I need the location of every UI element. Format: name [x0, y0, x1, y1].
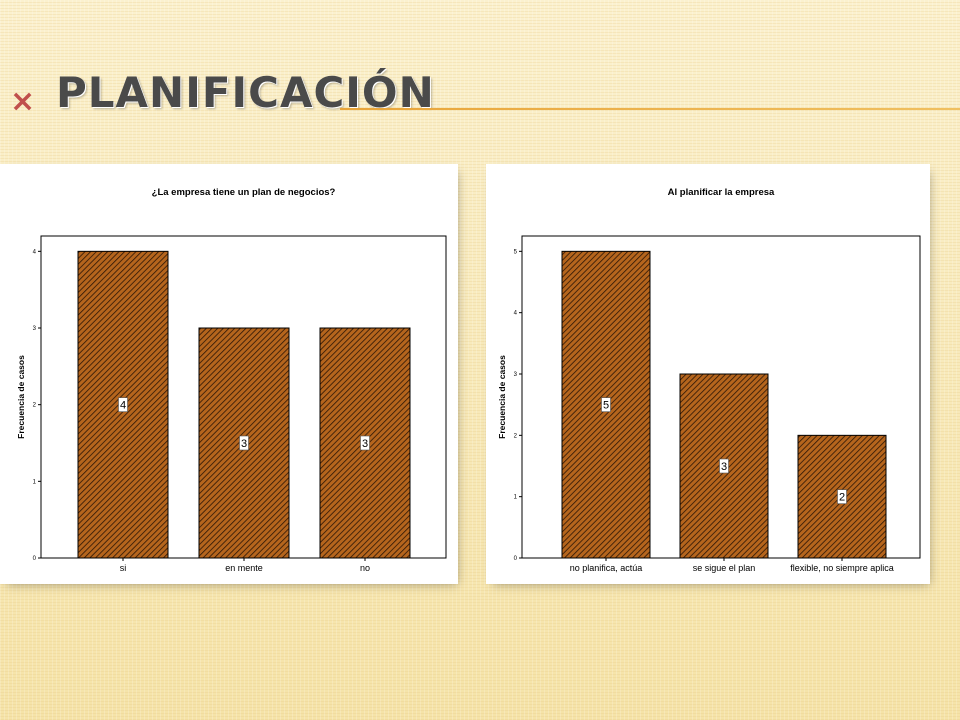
chart0-data-label: 3: [362, 438, 368, 450]
chart-panel-planning: Al planificar la empresa Frecuencia de ca…: [490, 168, 926, 580]
chart0-category-label: si: [120, 563, 127, 573]
chart0-category-label: en mente: [225, 563, 263, 573]
chart1-data-label: 3: [721, 461, 727, 473]
chart1-ytick-label: 4: [514, 311, 518, 317]
chart0-data-label-box: [239, 435, 249, 451]
chart1-category-label: se sigue el plan: [693, 563, 756, 573]
chart1-ytick-label: 3: [514, 372, 518, 378]
chart0-ytick-label: 3: [33, 326, 37, 332]
chart1-category-label: no planifica, actúa: [570, 563, 643, 573]
chart1-data-label-box: [601, 397, 611, 412]
chart1-ytick-label: 5: [514, 249, 518, 255]
chart0-data-label-box: [360, 435, 370, 451]
chart0-data-label: 4: [120, 400, 126, 412]
chart0-title: ¿La empresa tiene un plan de negocios?: [152, 187, 336, 198]
chart1-data-label-box: [837, 489, 847, 504]
chart1-title: Al planificar la empresa: [668, 187, 775, 198]
title-underline: [340, 108, 960, 110]
chart0-data-label-box: [118, 397, 128, 412]
chart1-data-label: 5: [603, 400, 609, 412]
chart1-data-label: 2: [839, 492, 845, 504]
chart1-ytick-label: 1: [514, 495, 518, 501]
chart-planning: Al planificar la empresa Frecuencia de ca…: [497, 187, 921, 573]
chart-panel-business-plan: ¿La empresa tiene un plan de negocios? Fr…: [4, 168, 454, 580]
chart0-data-label: 3: [241, 438, 247, 450]
chart1-data-label-box: [719, 458, 729, 474]
chart0-ytick-label: 1: [33, 479, 37, 485]
chart-business-plan: ¿La empresa tiene un plan de negocios? Fr…: [16, 187, 447, 573]
title-bullet-icon: ×: [10, 84, 36, 119]
chart0-category-label: no: [360, 563, 370, 573]
chart1-ytick-label: 0: [514, 556, 518, 562]
chart0-ytick-label: 4: [33, 249, 37, 255]
chart0-ylabel: Frecuencia de casos: [16, 355, 26, 439]
chart0-ytick-label: 2: [33, 403, 37, 409]
chart0-ytick-label: 0: [33, 556, 37, 562]
chart1-ylabel: Frecuencia de casos: [497, 355, 507, 439]
chart1-category-label: flexible, no siempre aplica: [790, 563, 894, 573]
chart1-ytick-label: 2: [514, 433, 518, 439]
